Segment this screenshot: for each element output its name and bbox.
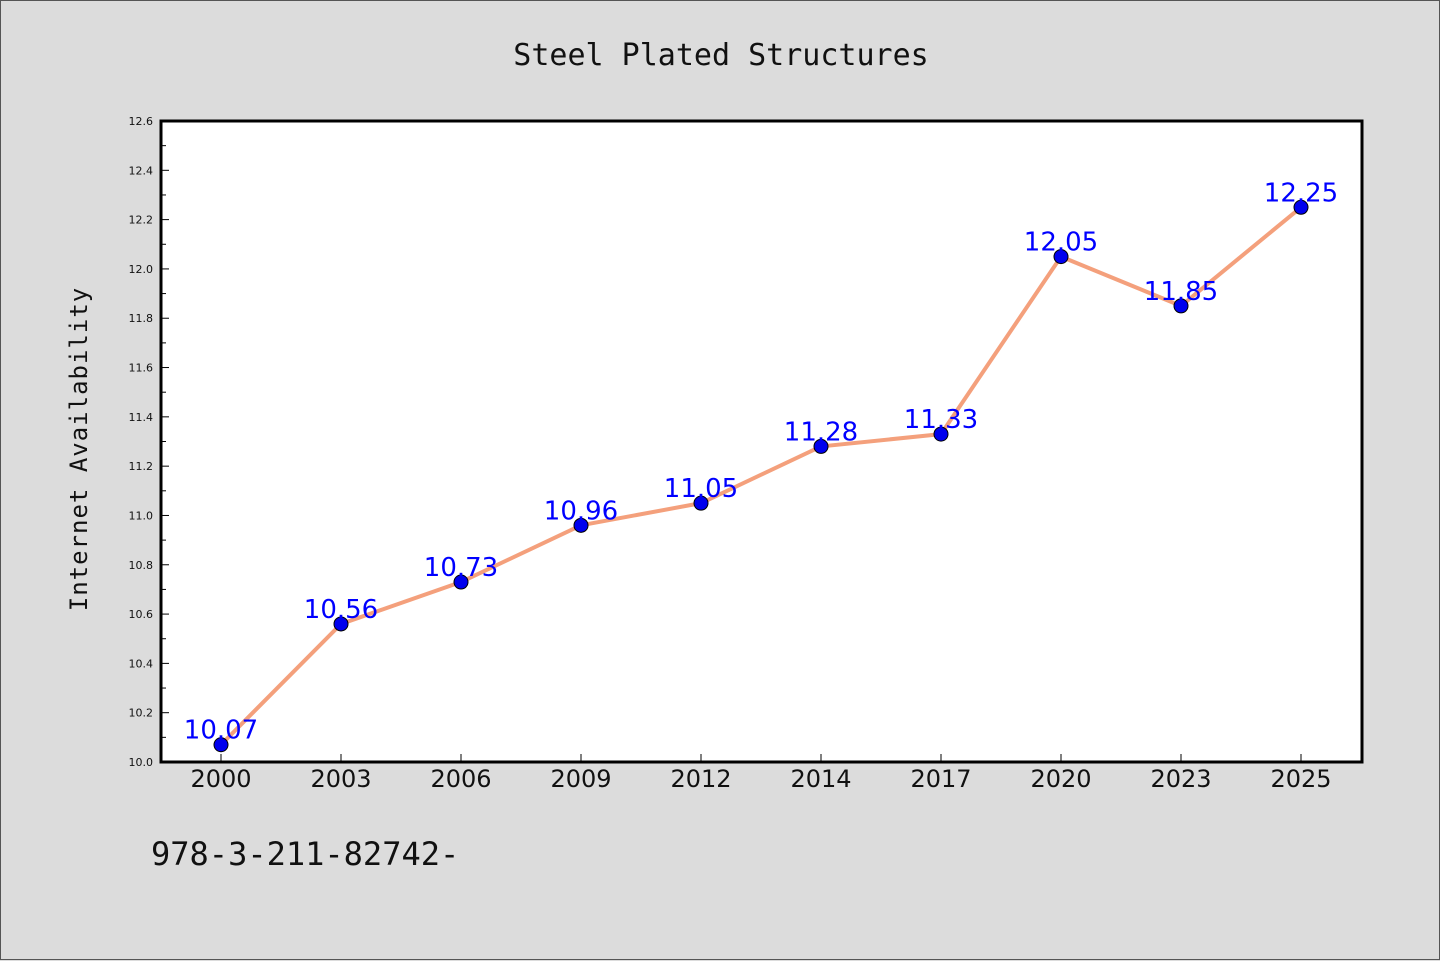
y-tick-label: 10.2 (129, 707, 154, 720)
data-label: 11.85 (1144, 277, 1218, 307)
data-labels: 10.07 10.56 10.73 10.96 11.05 11.28 11.33 12.05… (184, 178, 1338, 745)
data-point (933, 426, 949, 442)
data-point (213, 737, 229, 753)
chart-title: Steel Plated Structures (513, 38, 928, 73)
data-point (693, 495, 709, 511)
x-tick-label: 2012 (670, 765, 731, 793)
y-tick-label: 10.0 (129, 756, 154, 769)
x-tick-label: 2023 (1150, 765, 1211, 793)
footer-code: 978-3-211-82742- (151, 835, 459, 873)
x-tick-label: 2020 (1030, 765, 1091, 793)
x-axis: 2000 2003 2006 2009 2012 2014 2017 2020 2023 2025 (190, 754, 1332, 793)
x-tick-label: 2000 (190, 765, 251, 793)
data-label: 10.07 (184, 716, 258, 746)
y-tick-label: 11.6 (129, 362, 154, 375)
data-label: 10.96 (544, 496, 618, 526)
y-tick-label: 12.4 (129, 164, 154, 177)
data-point (333, 616, 349, 632)
y-tick-label: 12.6 (129, 115, 154, 128)
y-tick-label: 11.0 (129, 509, 154, 522)
data-label: 11.28 (784, 417, 858, 447)
data-point (1173, 298, 1189, 314)
y-tick-label: 12.0 (129, 263, 154, 276)
data-label: 10.73 (424, 553, 498, 583)
series-group (213, 199, 1309, 753)
data-point (573, 517, 589, 533)
y-tick-label: 11.2 (129, 460, 154, 473)
data-label: 10.56 (304, 595, 378, 625)
data-label: 11.05 (664, 474, 738, 504)
y-tick-label: 10.4 (129, 657, 154, 670)
y-tick-label: 10.6 (129, 608, 154, 621)
y-tick-label: 10.8 (129, 559, 154, 572)
data-label: 12.05 (1024, 228, 1098, 258)
data-point (453, 574, 469, 590)
y-tick-label: 11.8 (129, 312, 154, 325)
y-axis-label: Internet Availability (65, 287, 93, 611)
x-tick-label: 2009 (550, 765, 611, 793)
data-point (1293, 199, 1309, 215)
x-tick-label: 2006 (430, 765, 491, 793)
x-tick-label: 2017 (910, 765, 971, 793)
y-tick-label: 11.4 (129, 411, 154, 424)
y-tick-label: 12.2 (129, 214, 154, 227)
x-tick-label: 2025 (1270, 765, 1331, 793)
data-point (813, 438, 829, 454)
data-label: 11.33 (904, 405, 978, 435)
series-line (219, 205, 1303, 747)
plot-area (159, 119, 1364, 764)
x-tick-label: 2003 (310, 765, 371, 793)
x-tick-label: 2014 (790, 765, 851, 793)
data-label: 12.25 (1264, 178, 1338, 208)
y-axis: 10.0 10.2 10.4 10.6 10.8 11.0 11.2 11.4 11.6 11.8… (129, 115, 169, 769)
data-point (1053, 249, 1069, 265)
